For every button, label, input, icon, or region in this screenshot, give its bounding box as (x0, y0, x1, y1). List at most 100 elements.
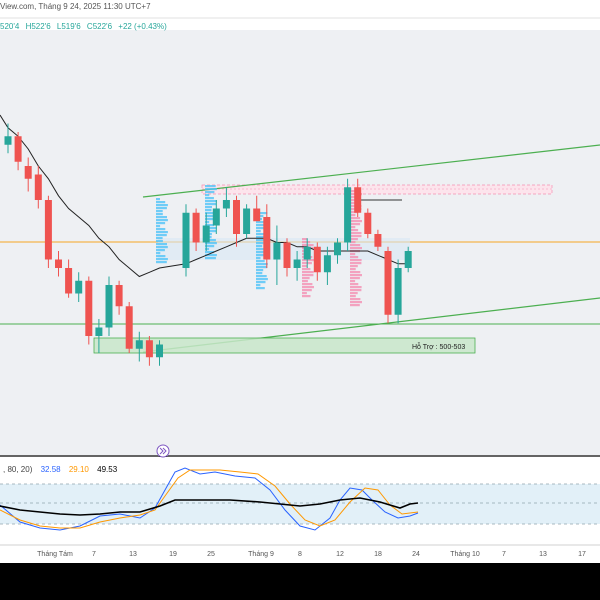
volume-profile-bar (156, 198, 160, 201)
volume-profile-bar (156, 210, 163, 213)
candle-body (182, 212, 190, 268)
candle-body (4, 136, 12, 145)
volume-profile-bar (205, 248, 210, 251)
x-axis-strip (0, 545, 600, 563)
upper-channel-line (142, 144, 600, 198)
volume-profile-bar (205, 200, 217, 203)
x-axis-label: 25 (207, 551, 215, 558)
volume-profile-bar (302, 280, 308, 283)
volume-profile-bar (205, 212, 216, 215)
volume-profile-bar (256, 242, 264, 245)
volume-profile-bar (350, 289, 362, 292)
osc-value-black: 49.53 (97, 465, 118, 474)
volume-profile-bar (350, 202, 358, 205)
volume-profile-bar (350, 232, 362, 235)
volume-profile-bar (156, 243, 167, 246)
volume-profile-bar (256, 275, 267, 278)
volume-profile-bar (205, 203, 217, 206)
x-axis-label: 7 (92, 551, 96, 558)
volume-profile-bar (256, 284, 261, 287)
volume-profile-bar (156, 231, 168, 234)
ohlc-close: C522'6 (86, 22, 113, 31)
volume-profile-bar (302, 292, 307, 295)
volume-profile-bar (350, 235, 362, 238)
volume-profile-bar (256, 281, 266, 284)
candle-body (243, 208, 251, 234)
candle-body (65, 268, 73, 294)
volume-profile-bar (256, 287, 265, 290)
volume-profile-bar (205, 230, 216, 233)
candle-body (85, 280, 93, 336)
support-zone-box (93, 337, 476, 354)
volume-profile-bar (350, 241, 356, 244)
candle-body (212, 208, 220, 226)
volume-profile-bar (350, 238, 358, 241)
volume-profile-bar (256, 272, 263, 275)
volume-profile-bar (156, 216, 167, 219)
x-axis-label: Tháng 10 (450, 551, 480, 558)
x-axis-label: 13 (129, 551, 137, 558)
volume-profile-bar (350, 262, 362, 265)
x-axis-label: Tháng Tám (37, 551, 73, 558)
candle-body (24, 166, 32, 179)
volume-profile-bar (156, 246, 168, 249)
volume-profile-bar (256, 221, 267, 224)
chart-source-line: View.com, Tháng 9 24, 2025 11:30 UTC+7 (0, 2, 151, 11)
volume-profile-bar (350, 211, 358, 214)
volume-profile-bar (205, 224, 214, 227)
volume-profile-bar (256, 239, 268, 242)
candle-body (344, 187, 352, 243)
volume-profile-bar (256, 269, 264, 272)
scroll-to-realtime-button[interactable] (156, 444, 170, 458)
ohlc-open: 520'4 (0, 22, 20, 31)
candle-body (384, 251, 392, 315)
volume-profile-bar (350, 283, 359, 286)
osc-black-line (0, 497, 419, 516)
volume-profile-bar (350, 247, 362, 250)
volume-profile-bar (302, 274, 314, 277)
volume-profile-bar (256, 251, 268, 254)
candle-body (75, 280, 83, 294)
volume-profile-bar (205, 191, 215, 194)
candle-body (323, 255, 331, 273)
volume-profile-bar (350, 271, 361, 274)
candle-body (156, 344, 163, 358)
volume-profile-bar (256, 245, 263, 248)
volume-profile-bar (350, 304, 360, 307)
oscillator-legend: , 80, 20) 32.58 29.10 49.53 (3, 465, 123, 474)
volume-profile-bar (256, 248, 267, 251)
volume-profile-bar (256, 233, 265, 236)
volume-profile-bar (156, 261, 167, 264)
candle-body (233, 200, 240, 234)
volume-profile-bar (350, 292, 358, 295)
support-label: Hỗ Trợ : 500-503 (412, 342, 465, 351)
candle-body (313, 246, 321, 273)
candle-body (115, 285, 123, 307)
volume-profile-bar (302, 241, 311, 244)
candle-body (303, 246, 311, 260)
volume-profile-bar (350, 259, 362, 262)
volume-profile-bar (302, 271, 314, 274)
candle-body (125, 306, 133, 349)
ma-line (0, 114, 409, 278)
candle-body (135, 340, 143, 349)
volume-profile-bar (256, 257, 261, 260)
volume-profile-bar (156, 240, 163, 243)
volume-profile-bar (302, 244, 314, 247)
source-text: View.com, Tháng 9 24, 2025 11:30 UTC+7 (0, 2, 151, 11)
volume-profile-bar (205, 194, 210, 197)
candle-body (283, 242, 291, 268)
volume-profile-bar (156, 234, 167, 237)
volume-profile-bar (256, 212, 268, 215)
candle-body (105, 285, 113, 328)
volume-profile-bar (256, 227, 266, 230)
volume-profile-bar (256, 266, 268, 269)
volume-profile-bar (156, 213, 163, 216)
volume-profile-bar (156, 201, 166, 204)
candle-body (263, 217, 271, 260)
volume-profile-bar (350, 277, 360, 280)
volume-profile-bar (156, 207, 167, 210)
top-header-bar (0, 0, 600, 18)
volume-profile-bar (156, 249, 165, 252)
candle-body (95, 327, 103, 336)
